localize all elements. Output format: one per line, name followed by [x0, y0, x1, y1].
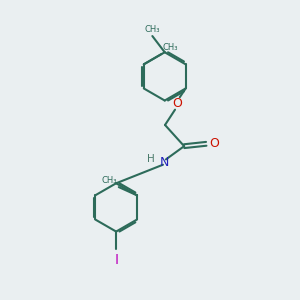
Text: O: O [172, 97, 182, 110]
Text: N: N [160, 156, 169, 169]
Text: O: O [209, 137, 219, 150]
Text: CH₃: CH₃ [163, 43, 178, 52]
Text: CH₃: CH₃ [145, 25, 160, 34]
Text: CH₃: CH₃ [102, 176, 117, 185]
Text: I: I [114, 253, 118, 267]
Text: H: H [147, 154, 154, 164]
